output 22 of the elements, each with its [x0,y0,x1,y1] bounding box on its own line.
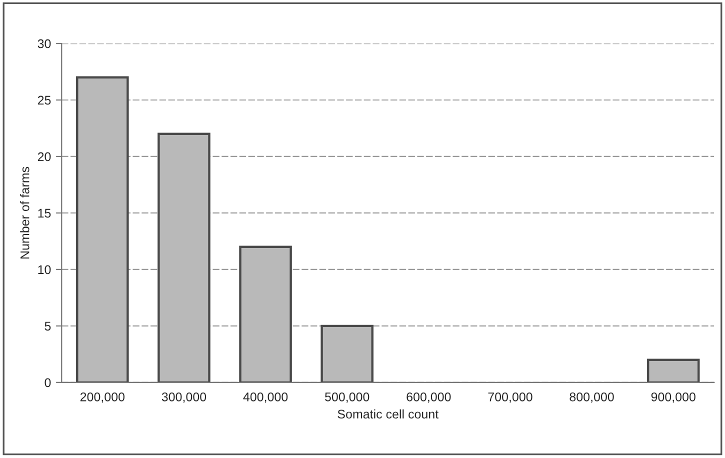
y-tick-label: 15 [38,208,51,218]
x-tick-label: 900,000 [651,392,696,403]
y-tick-label: 25 [38,96,51,105]
x-tick-label: 200,000 [80,392,125,403]
x-tick-label: 500,000 [325,392,370,403]
y-axis-title: Number of farms [20,166,30,258]
y-tick-label: 30 [38,39,51,48]
x-tick-label: 400,000 [243,392,288,403]
x-tick-label: 600,000 [406,392,451,403]
bar [646,358,700,382]
x-tick-label: 800,000 [570,392,614,403]
x-tick-label: 300,000 [162,392,206,403]
y-tick-label: 0 [44,378,51,388]
y-tick-label: 10 [38,265,51,274]
bar [158,132,210,382]
y-tick-label: 20 [38,152,51,162]
x-tick-label: 700,000 [488,392,532,403]
bar [320,324,374,382]
y-tick-label: 5 [44,322,51,331]
x-axis-title: Somatic cell count [338,409,438,419]
bar [239,246,292,382]
bar [76,76,129,382]
